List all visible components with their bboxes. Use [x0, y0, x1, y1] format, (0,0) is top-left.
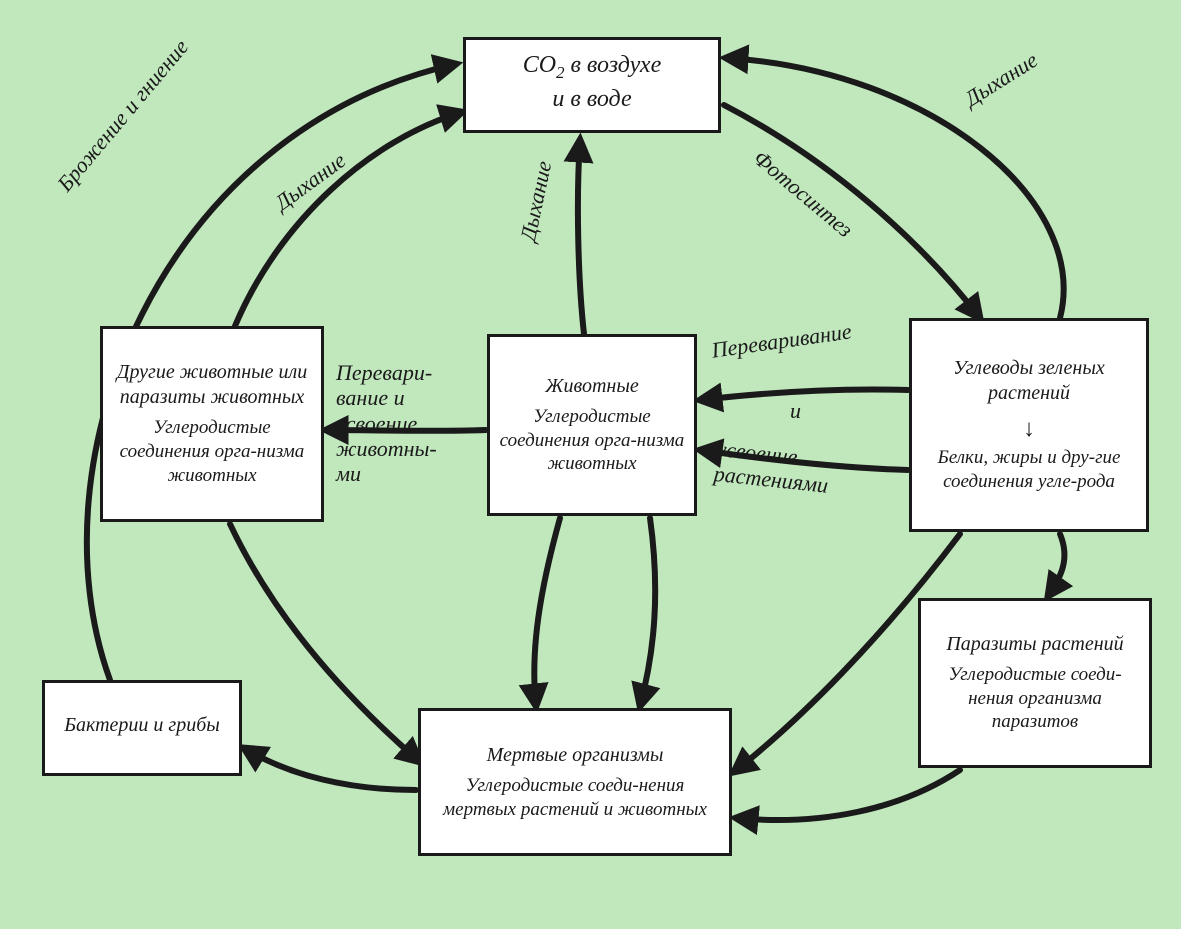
- node-title: Мертвые организмы: [487, 743, 664, 768]
- node-co2: CO2 в воздухеи в воде: [463, 37, 721, 133]
- edge-label-digest_p2: и: [790, 398, 801, 423]
- edge-plants-parasite: [1048, 534, 1064, 596]
- edge-plants-animals1: [700, 389, 908, 400]
- edge-label-breath1: Дыхание: [270, 147, 350, 215]
- node-subtitle: Углеродистые соеди-нения мертвых растени…: [429, 774, 721, 822]
- edge-label-digest_p3: усвоение растениями: [713, 436, 832, 498]
- node-title: Другие животные или паразиты животных: [111, 360, 313, 410]
- node-title: Животные: [545, 374, 639, 399]
- edge-label-ferment: Брожение и гниение: [52, 34, 194, 196]
- edge-label-digest_a: Перевари- вание и усвоение животны- ми: [336, 360, 437, 486]
- edge-other-co2: [235, 112, 462, 326]
- node-subtitle: Углеродистые соединения орга-низма живот…: [111, 416, 313, 487]
- edge-other-dead: [230, 524, 420, 762]
- node-title: Паразиты растений: [946, 632, 1123, 657]
- edge-animals-other: [326, 430, 486, 431]
- node-subtitle: Углеродистые соединения орга-низма живот…: [498, 405, 686, 476]
- node-title: Бактерии и грибы: [64, 713, 220, 738]
- down-arrow-icon: ↓: [1023, 414, 1035, 444]
- edge-plants-animals2: [700, 450, 908, 470]
- node-animals: Животные Углеродистые соединения орга-низ…: [487, 334, 697, 516]
- node-subtitle: Углеродистые соеди-нения организма параз…: [929, 663, 1141, 734]
- node-plants: Углеводы зеленых растений ↓Белки, жиры и …: [909, 318, 1149, 532]
- node-other_animals: Другие животные или паразиты животных Угл…: [100, 326, 324, 522]
- node-dead: Мертвые организмы Углеродистые соеди-нени…: [418, 708, 732, 856]
- node-plant_parasites: Паразиты растений Углеродистые соеди-нени…: [918, 598, 1152, 768]
- edge-label-breath3: Дыхание: [960, 47, 1042, 111]
- edge-label-digest_p1: Переваривание: [710, 318, 853, 363]
- node-title: CO2 в воздухеи в воде: [523, 50, 661, 114]
- edge-label-photo: Фотосинтез: [749, 145, 858, 242]
- node-subtitle: Белки, жиры и дру-гие соединения угле-ро…: [920, 446, 1138, 494]
- edge-plants-co2-resp: [726, 58, 1064, 318]
- edge-parasite-dead: [736, 770, 960, 820]
- edge-co2-plants: [724, 105, 980, 318]
- edge-dead-bacteria: [244, 748, 416, 790]
- edge-animals-co2: [578, 140, 584, 334]
- edge-animals-dead: [534, 518, 560, 706]
- node-bacteria: Бактерии и грибы: [42, 680, 242, 776]
- edge-animals-dead2: [640, 518, 655, 706]
- node-title: Углеводы зеленых растений: [920, 356, 1138, 406]
- carbon-cycle-diagram: CO2 в воздухеи в воде Другие животные или…: [0, 0, 1181, 929]
- edge-label-breath2: Дыхание: [515, 159, 557, 244]
